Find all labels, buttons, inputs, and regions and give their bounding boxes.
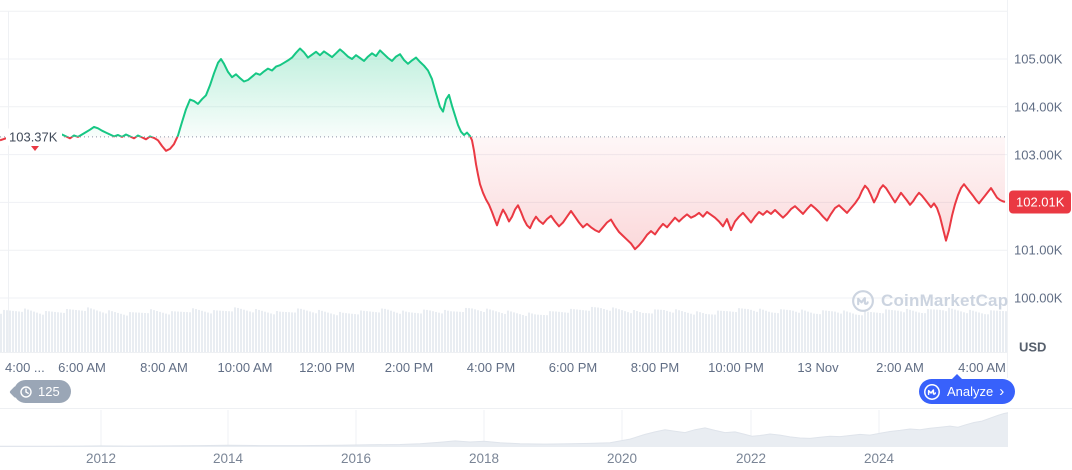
time-axis-label: 6:00 PM: [548, 360, 598, 375]
year-label: 2016: [341, 451, 371, 466]
date-range-minimap[interactable]: 2012 2014 2016 2018 2020 2022 2024: [0, 408, 1072, 470]
time-axis-label: 13 Nov: [797, 360, 839, 375]
baseline-price-label: 103.37K: [6, 128, 63, 146]
time-axis-label: 4:00 PM: [466, 360, 516, 375]
current-price-badge: 102.01K: [1009, 190, 1072, 214]
time-axis-label: 12:00 PM: [299, 360, 355, 375]
baseline-direction-down-icon: [31, 146, 39, 151]
year-label: 2018: [469, 451, 499, 466]
price-axis-label: 100.00K: [1014, 290, 1063, 306]
watermark: CoinMarketCap: [851, 289, 1008, 313]
minimap-history-chart[interactable]: 2012 2014 2016 2018 2020 2022 2024: [0, 409, 1072, 470]
time-axis-label: 2:00 PM: [384, 360, 434, 375]
time-axis-label: 10:00 PM: [708, 360, 764, 375]
time-axis-label: 6:00 AM: [58, 360, 106, 375]
analyze-button[interactable]: Analyze ›: [919, 374, 1016, 404]
price-axis-unit: USD: [1019, 339, 1047, 355]
analyze-label: Analyze: [947, 384, 994, 399]
replay-count-badge[interactable]: 125: [14, 380, 71, 403]
year-label: 2020: [607, 451, 637, 466]
time-axis-label: 8:00 AM: [140, 360, 188, 375]
history-clock-icon: [20, 385, 32, 398]
time-axis-label: 10:00 AM: [217, 360, 273, 375]
year-label: 2014: [213, 451, 244, 466]
chevron-right-icon: ›: [999, 382, 1005, 400]
time-axis-label: 2:00 AM: [876, 360, 924, 375]
price-axis-label: 103.00K: [1014, 147, 1063, 163]
price-axis-label: 104.00K: [1014, 99, 1063, 115]
coinmarketcap-watermark-logo-icon: [852, 290, 874, 312]
coinmarketcap-logo-icon: [924, 383, 940, 400]
time-axis-label: 8:00 PM: [630, 360, 680, 375]
price-axis-separator: [1007, 0, 1008, 378]
year-label: 2012: [86, 451, 116, 466]
time-axis[interactable]: 4:00 ... 6:00 AM 8:00 AM 10:00 AM 12:00 PM 2:…: [0, 352, 1007, 379]
price-axis-label: 101.00K: [1014, 242, 1063, 258]
time-axis-label: 4:00 AM: [958, 360, 1006, 375]
watermark-text: CoinMarketCap: [881, 291, 1009, 310]
year-label: 2024: [864, 451, 895, 466]
main-price-chart[interactable]: [0, 0, 1007, 352]
year-label: 2022: [736, 451, 766, 466]
price-axis-label: 105.00K: [1014, 51, 1063, 67]
replay-count: 125: [38, 384, 60, 399]
time-axis-label: 4:00 ...: [5, 360, 45, 375]
